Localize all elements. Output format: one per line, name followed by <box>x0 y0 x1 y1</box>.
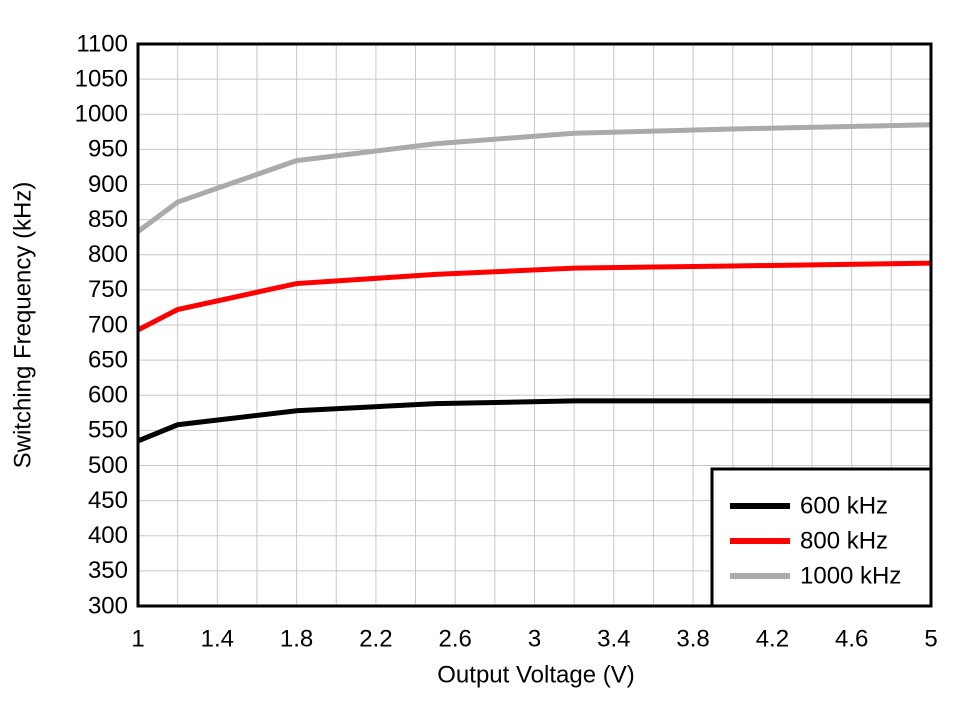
y-tick-label: 850 <box>88 206 128 233</box>
x-axis-label: Output Voltage (V) <box>437 661 634 688</box>
y-tick-label: 900 <box>88 171 128 198</box>
y-tick-label: 750 <box>88 276 128 303</box>
line <box>137 398 931 444</box>
x-tick-label: 2.6 <box>439 625 472 652</box>
y-tick-label: 950 <box>88 136 128 163</box>
y-tick-label: 300 <box>88 592 128 619</box>
legend-label: 600 kHz <box>800 492 888 519</box>
x-tick-label: 1 <box>131 625 144 652</box>
y-tick-label: 500 <box>88 452 128 479</box>
y-tick-label: 1100 <box>76 30 128 57</box>
y-tick-label: 350 <box>88 557 128 584</box>
line <box>136 122 932 234</box>
y-tick-label: 600 <box>88 382 128 409</box>
x-tick-label: 1.8 <box>280 625 313 652</box>
x-tick-label: 5 <box>924 625 937 652</box>
legend-label: 800 kHz <box>800 527 888 554</box>
legend-label: 1000 kHz <box>800 562 901 589</box>
y-tick-label: 450 <box>88 487 128 514</box>
x-tick-label: 2.2 <box>359 625 392 652</box>
y-tick-label: 650 <box>88 346 128 373</box>
y-tick-label: 550 <box>88 417 128 444</box>
x-tick-label: 4.2 <box>756 625 789 652</box>
y-tick-label: 1050 <box>75 65 128 92</box>
x-tick-label: 3.8 <box>676 625 709 652</box>
plot-frame <box>136 42 933 608</box>
y-tick-label: 700 <box>88 311 128 338</box>
y-axis-label: Switching Frequency (kHz) <box>9 182 36 469</box>
y-tick-label: 800 <box>88 241 128 268</box>
legend-box <box>710 467 933 608</box>
line <box>136 260 932 333</box>
x-tick-label: 1.4 <box>201 625 234 652</box>
x-tick-label: 3 <box>528 625 541 652</box>
y-tick-label: 1000 <box>75 101 128 128</box>
y-tick-label: 400 <box>88 522 128 549</box>
x-tick-label: 4.6 <box>835 625 868 652</box>
x-tick-label: 3.4 <box>597 625 630 652</box>
